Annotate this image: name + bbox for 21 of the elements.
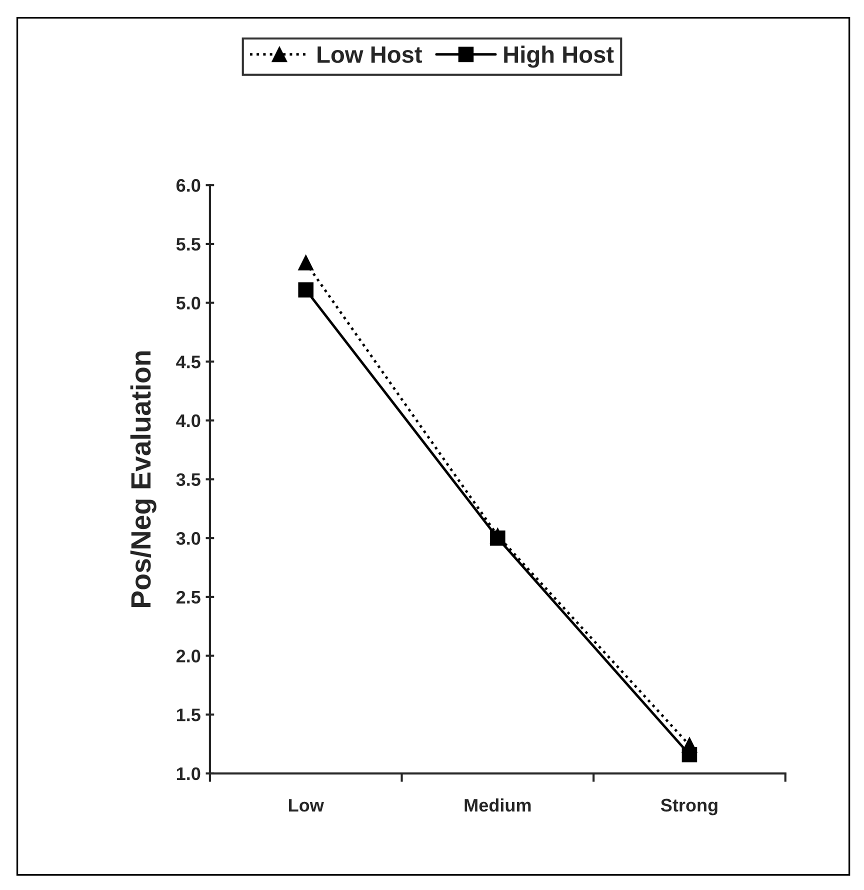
legend-label: High Host bbox=[504, 46, 614, 68]
x-tick-label: Strong bbox=[660, 798, 718, 816]
y-tick-label: 3.0 bbox=[176, 532, 200, 545]
point bbox=[298, 282, 314, 298]
y-tick-label: 2.0 bbox=[176, 650, 200, 662]
point bbox=[298, 255, 314, 270]
y-tick-label: 4.5 bbox=[176, 356, 200, 368]
y-tick-label: 1.5 bbox=[176, 708, 200, 722]
legend-label: Low Host bbox=[318, 46, 422, 63]
point bbox=[682, 746, 698, 762]
x-tick-label: Low bbox=[289, 799, 324, 812]
y-tick-label: 5.0 bbox=[176, 296, 200, 310]
y-axis-title: Pos/Neg Evaluation bbox=[130, 351, 156, 608]
y-tick-label: 4.0 bbox=[176, 414, 200, 428]
y-tick-label: 3.5 bbox=[176, 473, 200, 486]
x-tick-label: Medium bbox=[464, 798, 531, 812]
y-tick-label: 5.5 bbox=[176, 238, 200, 251]
y-tick-label: 2.5 bbox=[176, 590, 200, 604]
y-tick-label: 6.0 bbox=[176, 179, 200, 192]
y-tick-label: 1.0 bbox=[176, 767, 200, 780]
point bbox=[490, 530, 506, 546]
